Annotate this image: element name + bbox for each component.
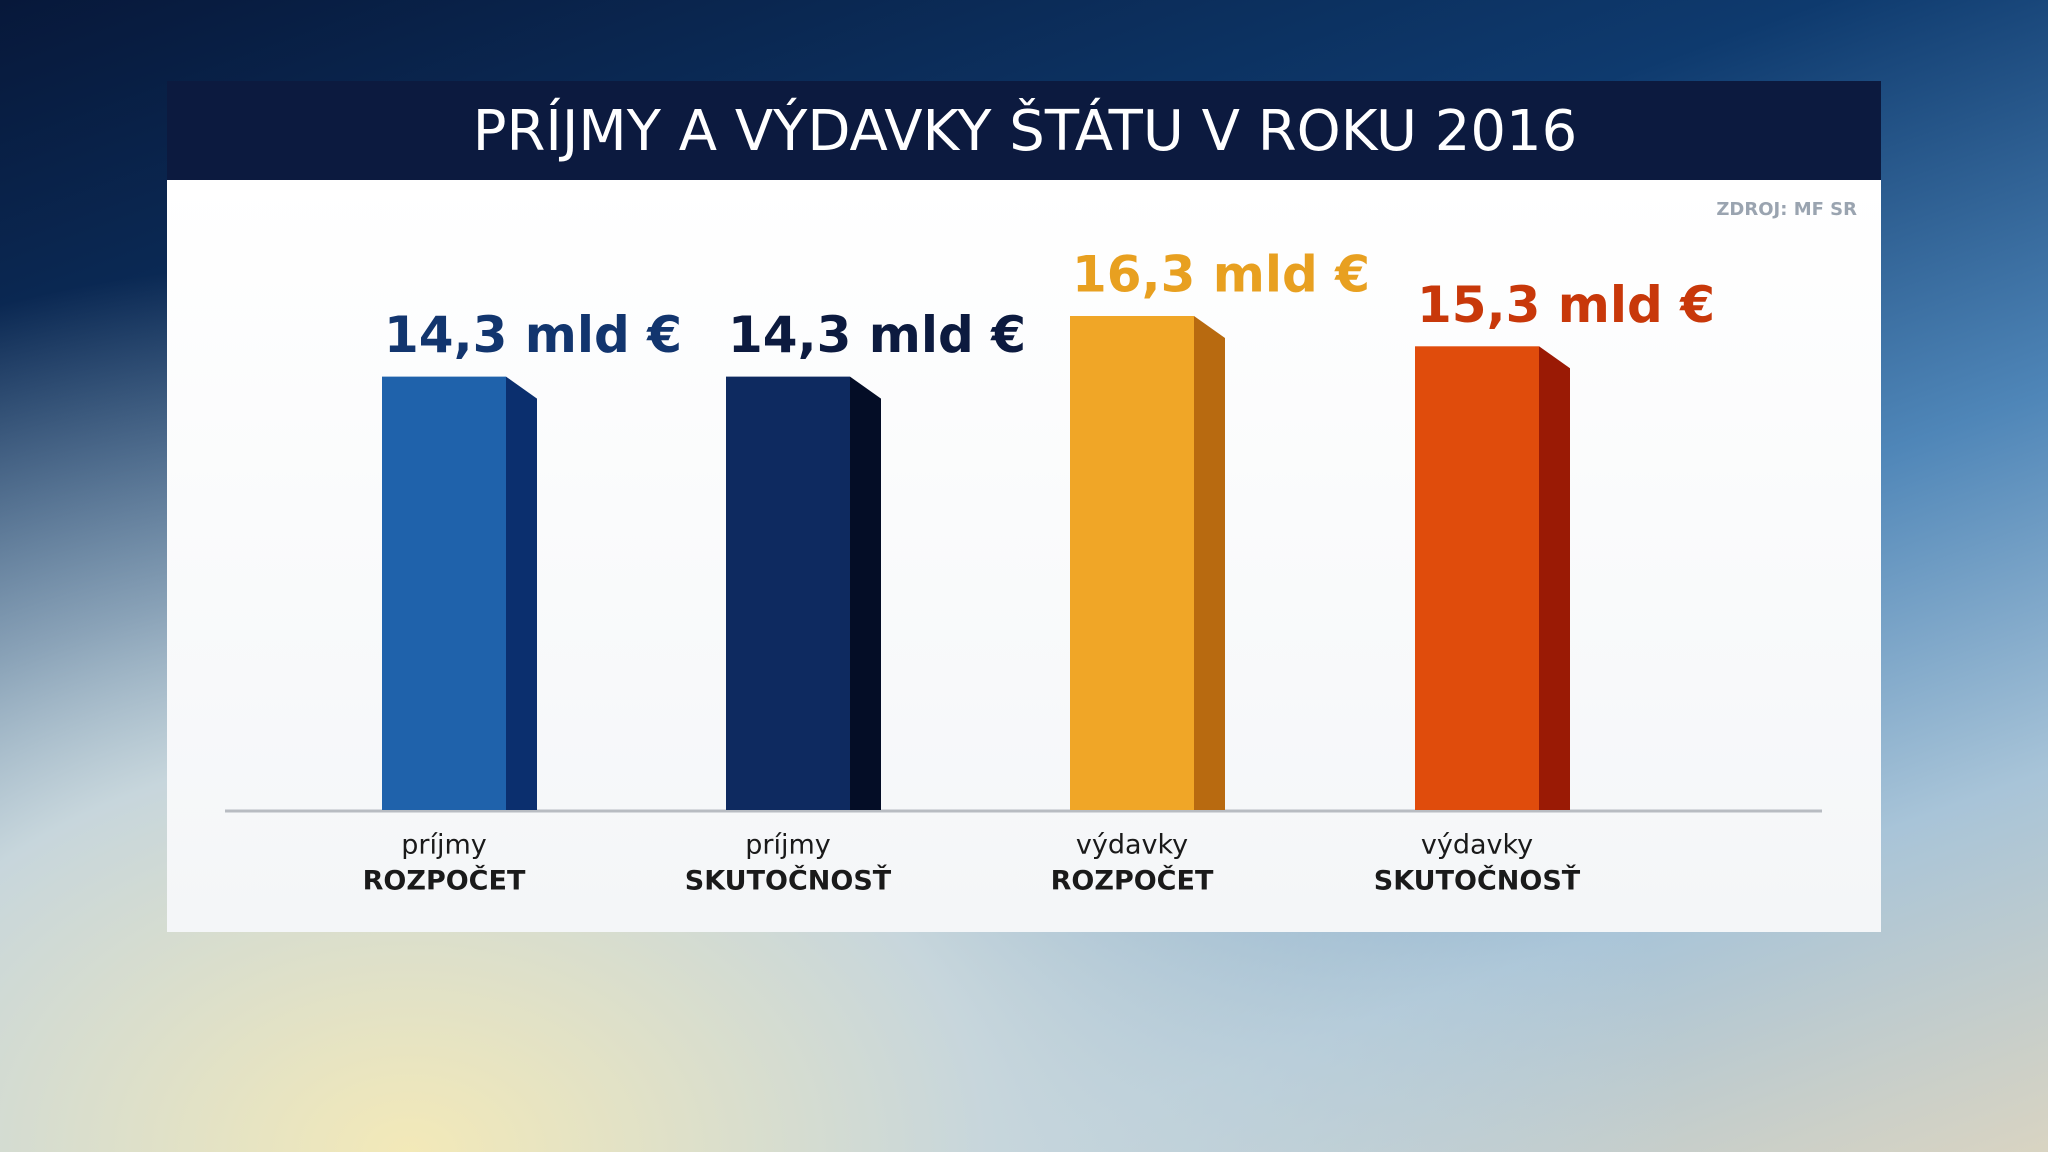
x-tick-label: výdavky: [1076, 830, 1188, 861]
bar: [1415, 346, 1539, 810]
x-tick-label: príjmy: [745, 830, 831, 861]
bar: [726, 376, 850, 810]
bar: [1070, 316, 1194, 810]
bar-side: [1194, 316, 1225, 810]
x-tick-label: ROZPOČET: [363, 865, 526, 897]
bar-side: [850, 376, 881, 810]
bar-side: [506, 376, 537, 810]
bar-side: [1539, 346, 1570, 810]
x-tick-label: SKUTOČNOSŤ: [685, 865, 892, 897]
value-label: 14,3 mld €: [728, 306, 1026, 364]
chart-title: PRÍJMY A VÝDAVKY ŠTÁTU V ROKU 2016: [473, 98, 1578, 164]
value-label: 15,3 mld €: [1417, 276, 1715, 334]
value-label: 16,3 mld €: [1072, 246, 1370, 304]
x-tick-label: SKUTOČNOSŤ: [1374, 865, 1581, 897]
x-tick-label: výdavky: [1421, 830, 1533, 861]
title-bar: [167, 81, 1881, 181]
value-label: 14,3 mld €: [384, 306, 682, 364]
x-tick-label: ROZPOČET: [1051, 865, 1214, 897]
bar: [382, 376, 506, 810]
source-note: ZDROJ: MF SR: [1716, 199, 1857, 220]
x-tick-label: príjmy: [401, 830, 487, 861]
